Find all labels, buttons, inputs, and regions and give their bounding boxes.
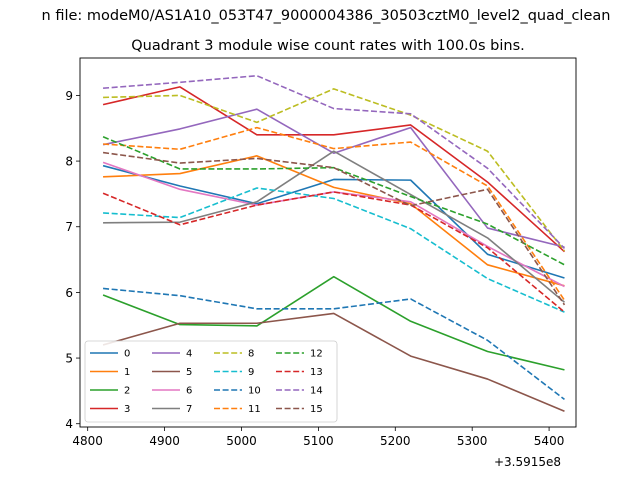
series-line-11 bbox=[103, 126, 566, 301]
series-line-6 bbox=[102, 161, 565, 288]
x-tick-label: 4800 bbox=[72, 434, 103, 448]
y-tick-label: 6 bbox=[65, 286, 73, 300]
legend-label-4: 4 bbox=[186, 349, 192, 360]
y-tick-label: 5 bbox=[65, 352, 73, 366]
legend-label-11: 11 bbox=[248, 404, 261, 415]
series-line-1 bbox=[103, 155, 565, 287]
legend-label-14: 14 bbox=[310, 386, 323, 397]
y-tick-label: 8 bbox=[65, 155, 73, 169]
x-offset-label: +3.5915e8 bbox=[494, 455, 561, 469]
x-tick-label: 4900 bbox=[149, 434, 180, 448]
series-line-8 bbox=[103, 88, 566, 252]
series-line-13 bbox=[102, 191, 565, 313]
legend-label-7: 7 bbox=[186, 404, 192, 415]
series-line-3 bbox=[102, 86, 566, 253]
series-line-9 bbox=[103, 187, 565, 313]
legend-label-15: 15 bbox=[310, 404, 323, 415]
legend-label-9: 9 bbox=[248, 367, 254, 378]
figure-suptitle: n file: modeM0/AS1A10_053T47_9000004386_… bbox=[42, 8, 611, 24]
x-tick-label: 5300 bbox=[457, 434, 488, 448]
legend-label-13: 13 bbox=[310, 367, 323, 378]
series-line-4 bbox=[102, 108, 565, 248]
legend-label-10: 10 bbox=[248, 386, 261, 397]
series-line-0 bbox=[102, 164, 565, 279]
legend-label-0: 0 bbox=[124, 349, 130, 360]
x-tick-label: 5400 bbox=[534, 434, 565, 448]
y-tick-label: 4 bbox=[65, 417, 73, 431]
legend-label-5: 5 bbox=[186, 367, 192, 378]
chart-title: Quadrant 3 module wise count rates with … bbox=[131, 38, 525, 54]
series-line-7 bbox=[103, 150, 565, 303]
series-line-14 bbox=[103, 74, 566, 249]
x-tick-label: 5100 bbox=[303, 434, 334, 448]
legend-label-8: 8 bbox=[248, 349, 254, 360]
x-tick-label: 5200 bbox=[380, 434, 411, 448]
y-tick-label: 9 bbox=[65, 89, 73, 103]
legend-label-12: 12 bbox=[310, 349, 323, 360]
legend-box bbox=[84, 340, 338, 423]
series-line-2 bbox=[102, 275, 565, 371]
series-line-10 bbox=[102, 287, 565, 401]
legend-label-1: 1 bbox=[124, 367, 130, 378]
series-line-5 bbox=[102, 312, 565, 412]
y-tick-label: 7 bbox=[65, 220, 73, 234]
legend-label-6: 6 bbox=[186, 386, 192, 397]
x-tick-label: 5000 bbox=[226, 434, 257, 448]
plot-frame bbox=[79, 57, 577, 428]
legend-label-2: 2 bbox=[124, 386, 130, 397]
series-line-12 bbox=[102, 136, 565, 266]
legend-label-3: 3 bbox=[124, 404, 130, 415]
series-line-15 bbox=[102, 151, 566, 306]
